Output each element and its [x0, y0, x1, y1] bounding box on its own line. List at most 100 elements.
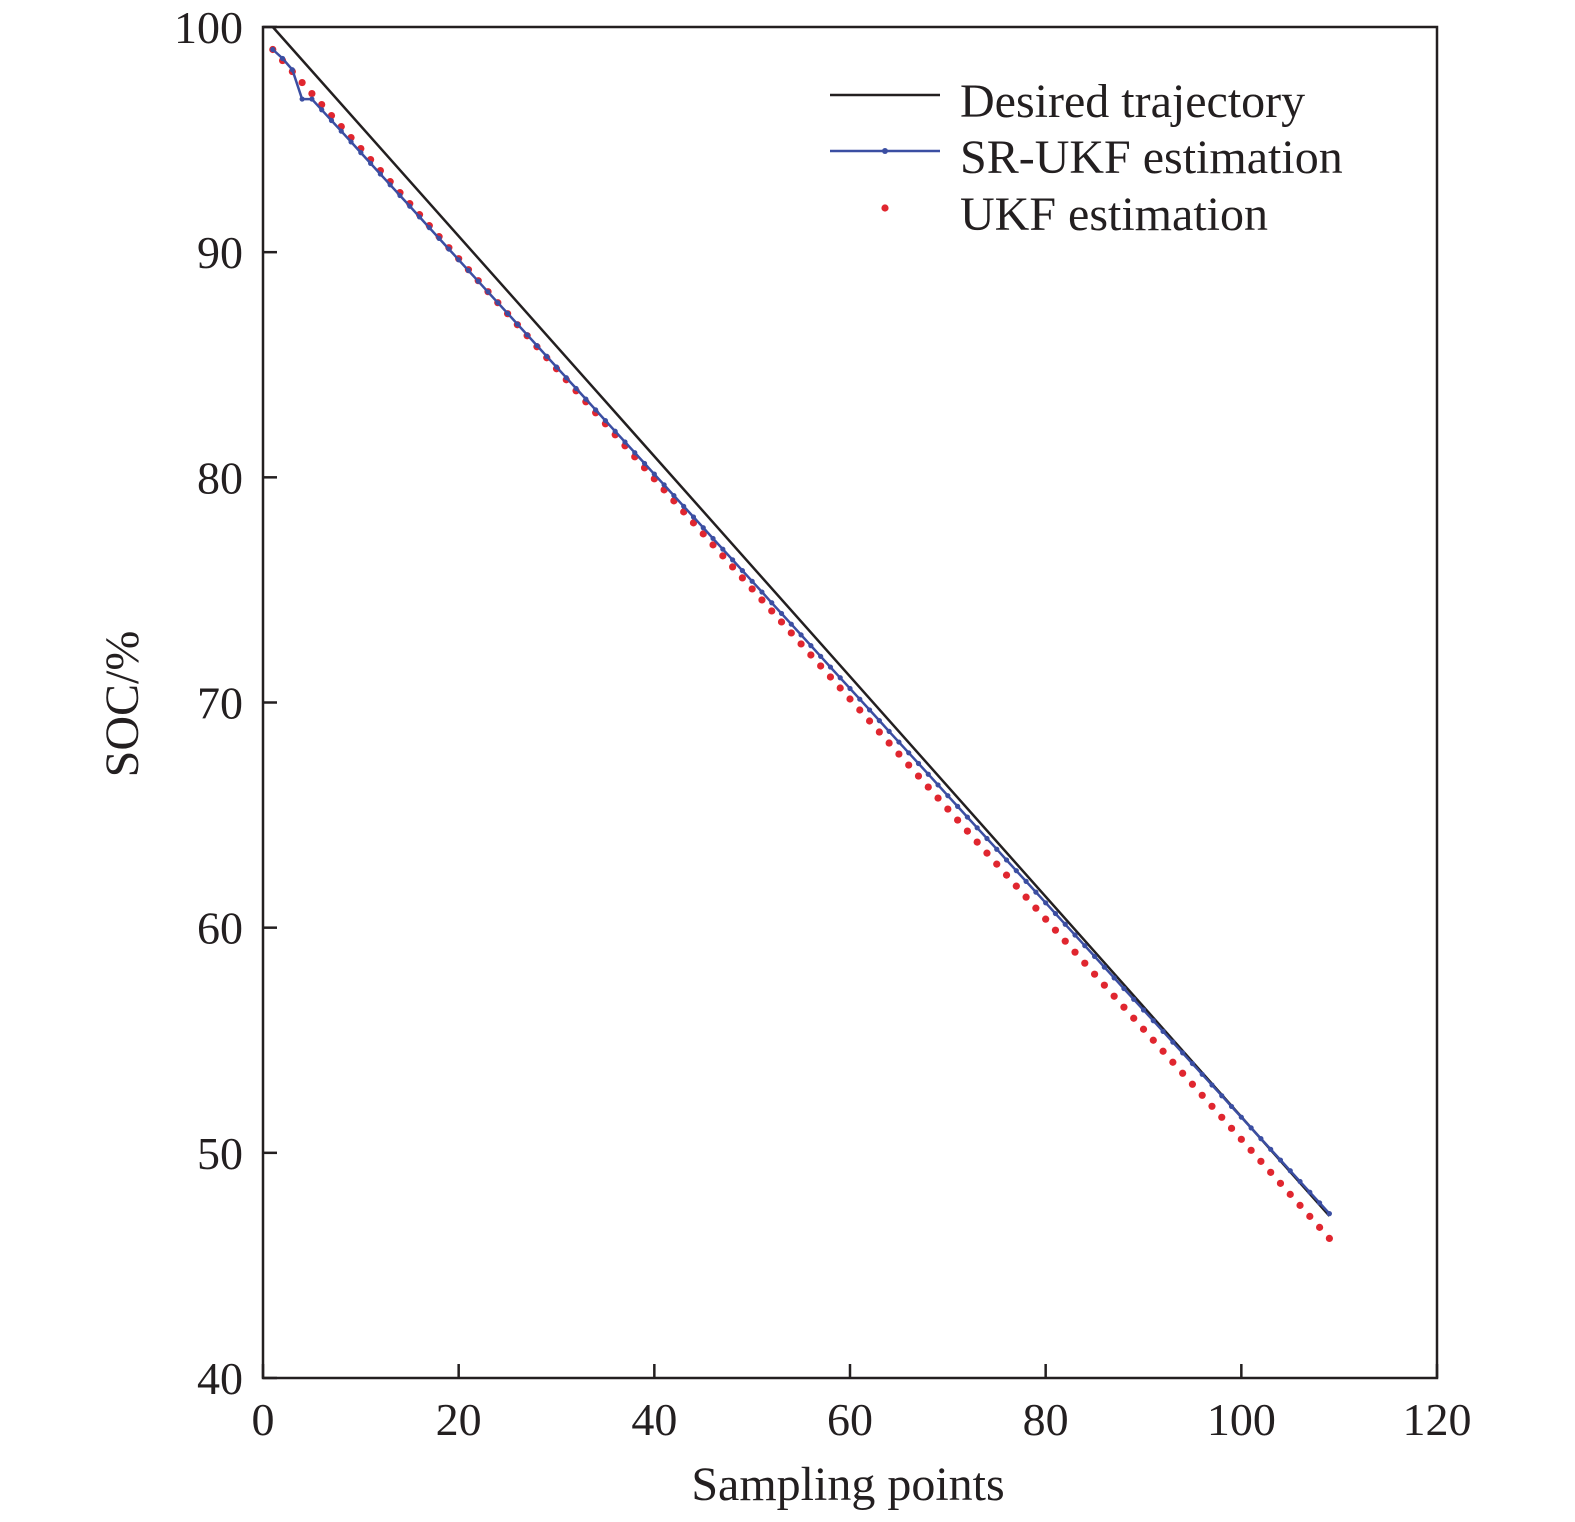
ukf-point — [1296, 1201, 1304, 1209]
ukf-point — [719, 552, 727, 560]
sr-ukf-point — [407, 203, 413, 209]
sr-ukf-point — [377, 171, 383, 177]
ukf-point — [1257, 1157, 1265, 1165]
ukf-point — [758, 596, 766, 604]
ukf-point — [1325, 1234, 1333, 1242]
sr-ukf-point — [876, 718, 882, 724]
sr-ukf-point — [1326, 1211, 1332, 1217]
sr-ukf-point — [1180, 1050, 1186, 1056]
sr-ukf-point — [896, 739, 902, 745]
ukf-point — [1267, 1168, 1275, 1176]
sr-ukf-point — [866, 707, 873, 713]
legend-swatch-sr-ukf-marker — [882, 148, 888, 154]
sr-ukf-point — [837, 675, 843, 681]
sr-ukf-point — [563, 375, 569, 381]
sr-ukf-point — [955, 803, 961, 809]
ukf-point — [729, 563, 737, 571]
sr-ukf-point — [1043, 900, 1049, 906]
sr-ukf-point — [348, 139, 354, 145]
ukf-point — [885, 739, 893, 747]
sr-ukf-point — [1140, 1007, 1147, 1013]
sr-ukf-point — [1317, 1200, 1323, 1206]
ukf-point — [1012, 882, 1020, 890]
sr-ukf-point — [700, 525, 706, 531]
sr-ukf-point — [1013, 868, 1019, 874]
sr-ukf-point — [426, 225, 432, 231]
legend-label: UKF estimation — [960, 188, 1268, 241]
y-tick-label: 50 — [197, 1128, 243, 1179]
sr-ukf-point — [847, 685, 853, 692]
ukf-point — [954, 816, 962, 824]
ukf-point — [1188, 1080, 1197, 1088]
ukf-point — [934, 794, 942, 802]
ukf-point — [298, 78, 306, 87]
sr-ukf-point — [886, 728, 892, 734]
sr-ukf-point — [778, 610, 785, 617]
sr-ukf-point — [906, 750, 912, 756]
y-axis-title: SOC/% — [96, 631, 149, 778]
ukf-point — [846, 695, 854, 703]
sr-ukf-markers — [270, 46, 1332, 1217]
legend-label: Desired trajectory — [960, 75, 1305, 128]
ukf-point — [924, 783, 932, 791]
x-axis-title: Sampling points — [691, 1458, 1004, 1511]
sr-ukf-point — [1238, 1114, 1244, 1120]
sr-ukf-point — [1091, 953, 1098, 960]
sr-ukf-point — [319, 107, 325, 113]
ukf-point — [787, 629, 795, 637]
sr-ukf-point — [1023, 878, 1029, 884]
ukf-point — [1100, 981, 1108, 989]
sr-ukf-point — [387, 182, 393, 188]
legend-swatch-ukf — [881, 204, 889, 212]
sr-ukf-point — [1307, 1189, 1313, 1195]
ukf-point — [865, 717, 874, 725]
sr-ukf-point — [279, 55, 286, 62]
sr-ukf-point — [602, 417, 609, 424]
ukf-point — [983, 849, 991, 857]
sr-ukf-point — [964, 814, 971, 820]
sr-ukf-point — [583, 396, 589, 402]
ukf-point — [1169, 1058, 1177, 1066]
sr-ukf-point — [1003, 857, 1010, 863]
sr-ukf-point — [1101, 964, 1107, 970]
sr-ukf-point — [808, 643, 814, 649]
sr-ukf-point — [465, 267, 472, 274]
sr-ukf-point — [1111, 975, 1117, 981]
series-layer — [269, 26, 1333, 1242]
sr-ukf-point — [1033, 889, 1039, 895]
sr-ukf-point — [798, 632, 804, 638]
x-tick-label: 100 — [1207, 1394, 1276, 1445]
sr-ukf-point — [622, 439, 628, 445]
ukf-point — [914, 772, 923, 780]
sr-ukf-point — [925, 771, 931, 777]
sr-ukf-point — [456, 257, 462, 263]
sr-ukf-point — [1209, 1082, 1215, 1088]
sr-ukf-point — [289, 67, 295, 73]
x-tick-label: 40 — [631, 1394, 677, 1445]
sr-ukf-point — [690, 514, 697, 520]
sr-ukf-point — [769, 600, 775, 606]
sr-ukf-point — [1131, 996, 1137, 1002]
ukf-point — [895, 750, 903, 758]
x-tick-label: 120 — [1403, 1394, 1472, 1445]
sr-ukf-point — [671, 492, 677, 499]
y-tick-label: 100 — [174, 2, 243, 53]
ukf-point — [1022, 893, 1030, 901]
ukf-point — [1130, 1014, 1138, 1022]
ukf-point — [1139, 1025, 1148, 1033]
sr-ukf-point — [827, 664, 834, 670]
sr-ukf-point — [368, 160, 374, 166]
sr-ukf-point — [328, 117, 335, 124]
ukf-point — [1306, 1212, 1314, 1220]
ukf-point — [993, 860, 1001, 868]
sr-ukf-point — [475, 278, 481, 284]
sr-ukf-point — [553, 364, 560, 370]
sr-ukf-point — [974, 825, 980, 831]
x-tick-label: 0 — [252, 1394, 275, 1445]
sr-ukf-point — [544, 353, 550, 359]
sr-ukf-point — [612, 428, 618, 434]
ukf-point — [1110, 992, 1118, 1000]
sr-ukf-point — [759, 589, 765, 595]
sr-ukf-point — [338, 128, 344, 134]
